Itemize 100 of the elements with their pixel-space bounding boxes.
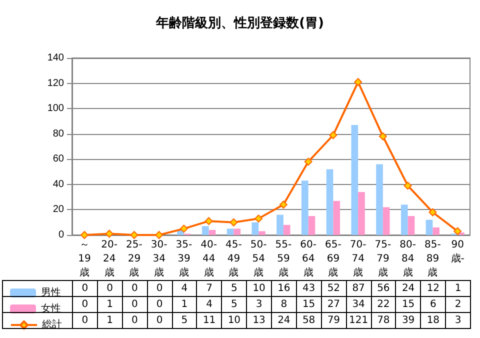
data-label: 6 xyxy=(420,296,446,312)
bar xyxy=(283,224,290,235)
bar xyxy=(326,169,334,235)
point xyxy=(230,218,238,226)
data-label: 16 xyxy=(272,280,296,296)
data-label: 3 xyxy=(246,296,272,312)
bar xyxy=(358,192,365,235)
data-label: 15 xyxy=(396,296,421,312)
data-label: 1 xyxy=(446,280,470,296)
bar xyxy=(351,125,358,235)
point xyxy=(204,217,213,226)
data-label: 4 xyxy=(196,296,222,312)
data-label: 0 xyxy=(72,296,98,312)
point xyxy=(378,132,387,140)
data-label: 0 xyxy=(122,312,148,328)
point xyxy=(180,224,188,233)
data-label: 10 xyxy=(246,280,272,296)
bar xyxy=(276,214,284,235)
point xyxy=(254,214,263,223)
bar xyxy=(258,231,266,235)
data-label: 58 xyxy=(296,312,322,328)
x-tick-label: 60-64歳 xyxy=(300,240,317,278)
y-tick-label: 60 xyxy=(52,154,64,165)
point xyxy=(155,231,164,239)
x-tick-label: 45-49歳 xyxy=(226,240,242,278)
data-label: 8 xyxy=(272,296,296,312)
data-label: 0 xyxy=(147,280,172,296)
data-label: 5 xyxy=(172,312,197,328)
x-tick-label: 50-54歳 xyxy=(250,240,268,278)
data-label: 34 xyxy=(346,296,371,312)
data-label: 10 xyxy=(222,312,247,328)
data-label: 7 xyxy=(196,280,222,296)
bar xyxy=(408,216,415,235)
data-label: 78 xyxy=(371,312,396,328)
point xyxy=(404,182,412,190)
data-label: 39 xyxy=(396,312,421,328)
data-label: 0 xyxy=(147,312,172,328)
data-label: 18 xyxy=(420,312,446,328)
y-tick-label: 100 xyxy=(47,103,64,114)
bar xyxy=(308,216,316,235)
data-label: 79 xyxy=(321,312,346,328)
data-label: 0 xyxy=(122,280,148,296)
data-label: 4 xyxy=(172,280,197,296)
bar xyxy=(376,164,383,235)
x-tick-label: 85-89歳 xyxy=(424,240,442,278)
point xyxy=(354,78,362,86)
point xyxy=(80,231,88,239)
data-label: 5 xyxy=(222,296,247,312)
x-tick-label: 65-69歳 xyxy=(325,240,342,278)
x-tick-label: ～19歳 xyxy=(78,240,91,278)
data-label: 24 xyxy=(396,280,421,296)
point xyxy=(304,158,312,166)
point xyxy=(428,208,437,216)
x-tick-label: 30-34歳 xyxy=(150,240,168,278)
data-label: 2 xyxy=(446,296,470,312)
data-label: 0 xyxy=(97,280,122,296)
x-tick-label: 70-74歳 xyxy=(350,240,367,278)
point xyxy=(105,230,114,238)
data-label: 15 xyxy=(296,296,322,312)
y-tick-label: 80 xyxy=(52,128,64,140)
x-tick-label: 25-29歳 xyxy=(126,240,143,278)
data-label: 24 xyxy=(272,312,296,328)
data-label: 3 xyxy=(446,312,470,328)
x-tick-label: 20-24歳 xyxy=(101,240,118,278)
data-label: 22 xyxy=(371,296,396,312)
data-label: 52 xyxy=(321,280,346,296)
data-label: 5 xyxy=(222,280,247,296)
data-label: 0 xyxy=(147,296,172,312)
data-label: 0 xyxy=(72,280,98,296)
bar xyxy=(333,200,340,235)
data-label: 121 xyxy=(346,312,371,328)
bar xyxy=(202,226,209,235)
point xyxy=(279,200,288,209)
bar xyxy=(234,228,241,235)
data-label: 1 xyxy=(97,312,122,328)
data-label: 1 xyxy=(172,296,197,312)
data-label: 1 xyxy=(97,296,122,312)
data-label: 13 xyxy=(246,312,272,328)
y-tick-label: 40 xyxy=(52,178,64,190)
data-label: 0 xyxy=(72,312,98,328)
point xyxy=(329,131,338,140)
y-tick-label: 20 xyxy=(52,204,64,216)
data-label: 12 xyxy=(420,280,446,296)
y-tick-label: 120 xyxy=(47,78,64,89)
bar xyxy=(208,230,216,235)
data-label: 56 xyxy=(371,280,396,296)
y-tick-label: 0 xyxy=(58,230,64,240)
bar xyxy=(252,222,259,235)
chart-title: 年齢階級別、性別登録数(胃) xyxy=(155,16,324,31)
bar xyxy=(432,227,440,235)
point xyxy=(454,227,462,236)
x-tick-label: 80-84歳 xyxy=(400,240,416,278)
bar xyxy=(426,220,433,235)
point xyxy=(130,231,138,239)
x-tick-label: 90歳- xyxy=(450,240,465,264)
data-label: 0 xyxy=(122,296,148,312)
y-tick-label: 140 xyxy=(47,52,64,64)
data-label: 27 xyxy=(321,296,346,312)
x-tick-label: 55-59歳 xyxy=(275,240,292,278)
x-tick-label: 40-44歳 xyxy=(200,240,218,278)
